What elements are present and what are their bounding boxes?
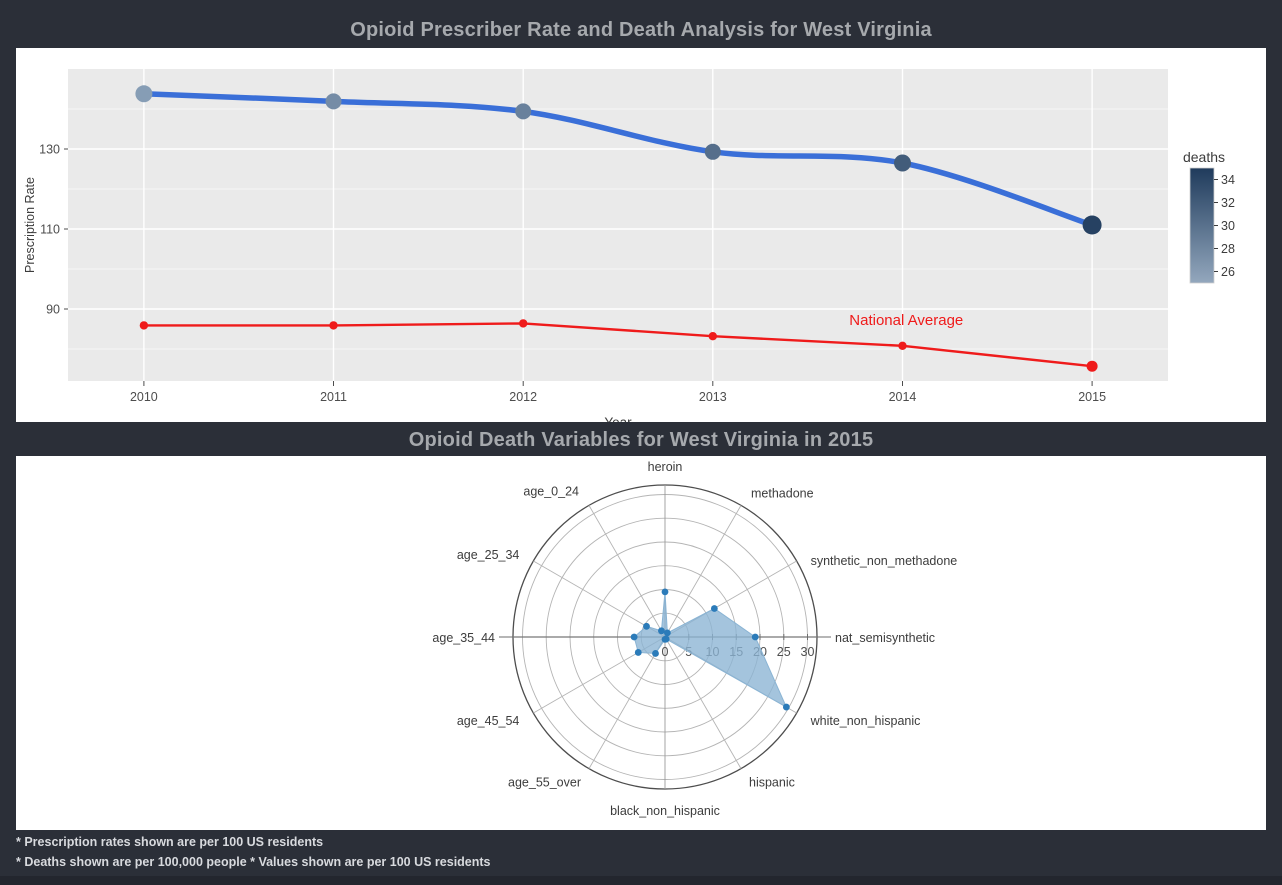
footnote-2: * Deaths shown are per 100,000 people * … (16, 855, 491, 869)
radar-axis-label-methadone: methadone (751, 486, 814, 500)
plot-panel-background (68, 69, 1168, 381)
radar-axis-label-age_45_54: age_45_54 (457, 714, 520, 728)
ytick-label-110: 110 (40, 223, 60, 237)
radar-spoke-age_0_24 (588, 505, 666, 638)
national-data-point-2015[interactable] (1086, 360, 1098, 372)
state-data-point-2013[interactable] (704, 143, 721, 160)
radar-chart-panel: 051015202530heroinmethadonesynthetic_non… (16, 456, 1266, 830)
radar-data-point-nat_semisynthetic[interactable] (751, 633, 759, 641)
state-data-point-2015[interactable] (1082, 215, 1102, 235)
radar-axis-label-black_non_hispanic: black_non_hispanic (610, 804, 720, 818)
radar-axis-label-age_35_44: age_35_44 (432, 631, 495, 645)
radar-data-point-heroin[interactable] (661, 588, 669, 596)
bottom-strip (0, 876, 1282, 885)
ytick-label-130: 130 (39, 143, 60, 157)
xtick-label-2010: 2010 (130, 390, 158, 404)
radar-data-point-age_45_54[interactable] (634, 649, 642, 656)
deaths-colorbar (1189, 167, 1215, 284)
legend-tick-label-28: 28 (1221, 242, 1235, 256)
footnotes: * Prescription rates shown are per 100 U… (16, 832, 1266, 872)
line-chart-svg: 90 110 130 2010 2011 2012 2013 2014 2015 Prescrip… (23, 69, 1235, 422)
radar-spoke-methadone (664, 505, 742, 638)
state-data-point-2011[interactable] (325, 93, 342, 110)
radar-data-point-age_25_34[interactable] (643, 622, 650, 630)
radar-axis-label-age_55_over: age_55_over (508, 776, 581, 790)
national-data-point-2010[interactable] (139, 321, 149, 330)
national-data-point-2011[interactable] (329, 321, 338, 330)
xtick-label-2012: 2012 (509, 390, 537, 404)
state-prescription-line (141, 91, 1095, 228)
radar-data-point-white_non_hispanic[interactable] (782, 703, 790, 711)
radar-data-point-age_35_44[interactable] (630, 633, 638, 641)
state-data-point-2010[interactable] (135, 85, 153, 103)
radar-data-point-age_0_24[interactable] (658, 627, 665, 635)
radar-chart-title: Opioid Death Variables for West Virginia… (408, 429, 874, 451)
national-data-point-2012[interactable] (519, 319, 528, 328)
x-axis-title: Year (604, 415, 632, 422)
ytick-label-90: 90 (46, 303, 60, 317)
radar-spoke-age_25_34 (533, 560, 666, 638)
line-chart-title: Opioid Prescriber Rate and Death Analysi… (350, 19, 932, 41)
radar-chart-svg: 051015202530heroinmethadonesynthetic_non… (432, 460, 958, 818)
legend-tick-label-30: 30 (1221, 219, 1235, 233)
radial-tick-label-30: 30 (801, 645, 815, 659)
radar-data-point-age_55_over[interactable] (652, 650, 659, 657)
radar-axis-label-hispanic: hispanic (749, 776, 795, 790)
national-data-point-2013[interactable] (708, 332, 717, 341)
footnote-1: * Prescription rates shown are per 100 U… (16, 835, 324, 849)
radar-axis-label-heroin: heroin (648, 460, 683, 474)
radar-data-point-methadone[interactable] (663, 629, 671, 637)
radial-tick-label-0: 0 (662, 645, 669, 659)
state-data-point-2012[interactable] (515, 103, 532, 120)
xtick-label-2014: 2014 (889, 390, 917, 404)
line-chart-panel: 90 110 130 2010 2011 2012 2013 2014 2015 Prescrip… (16, 48, 1266, 422)
radar-axis-label-nat_semisynthetic: nat_semisynthetic (835, 631, 935, 645)
xtick-label-2015: 2015 (1078, 390, 1106, 404)
national-average-line (143, 322, 1093, 368)
y-axis-title: Prescription Rate (23, 177, 37, 273)
radar-data-point-black_non_hispanic[interactable] (661, 635, 669, 643)
xtick-label-2011: 2011 (320, 390, 347, 404)
radar-spoke-hispanic (664, 636, 742, 769)
legend-tick-label-32: 32 (1221, 196, 1235, 210)
national-average-annotation: National Average (849, 312, 963, 329)
legend-title: deaths (1183, 149, 1225, 165)
radar-axis-label-age_0_24: age_0_24 (523, 484, 579, 498)
legend-tick-label-34: 34 (1221, 173, 1235, 187)
xtick-label-2013: 2013 (699, 390, 727, 404)
radar-axis-label-white_non_hispanic: white_non_hispanic (810, 714, 921, 728)
radar-data-point-synthetic_non_methadone[interactable] (710, 605, 718, 612)
legend-tick-label-26: 26 (1221, 265, 1235, 279)
radar-axis-label-synthetic_non_methadone: synthetic_non_methadone (811, 554, 958, 568)
national-data-point-2014[interactable] (898, 341, 907, 350)
radar-spoke-age_55_over (588, 636, 666, 769)
state-data-point-2014[interactable] (894, 154, 911, 172)
radial-tick-label-25: 25 (777, 645, 791, 659)
radar-axis-label-age_25_34: age_25_34 (457, 548, 520, 562)
